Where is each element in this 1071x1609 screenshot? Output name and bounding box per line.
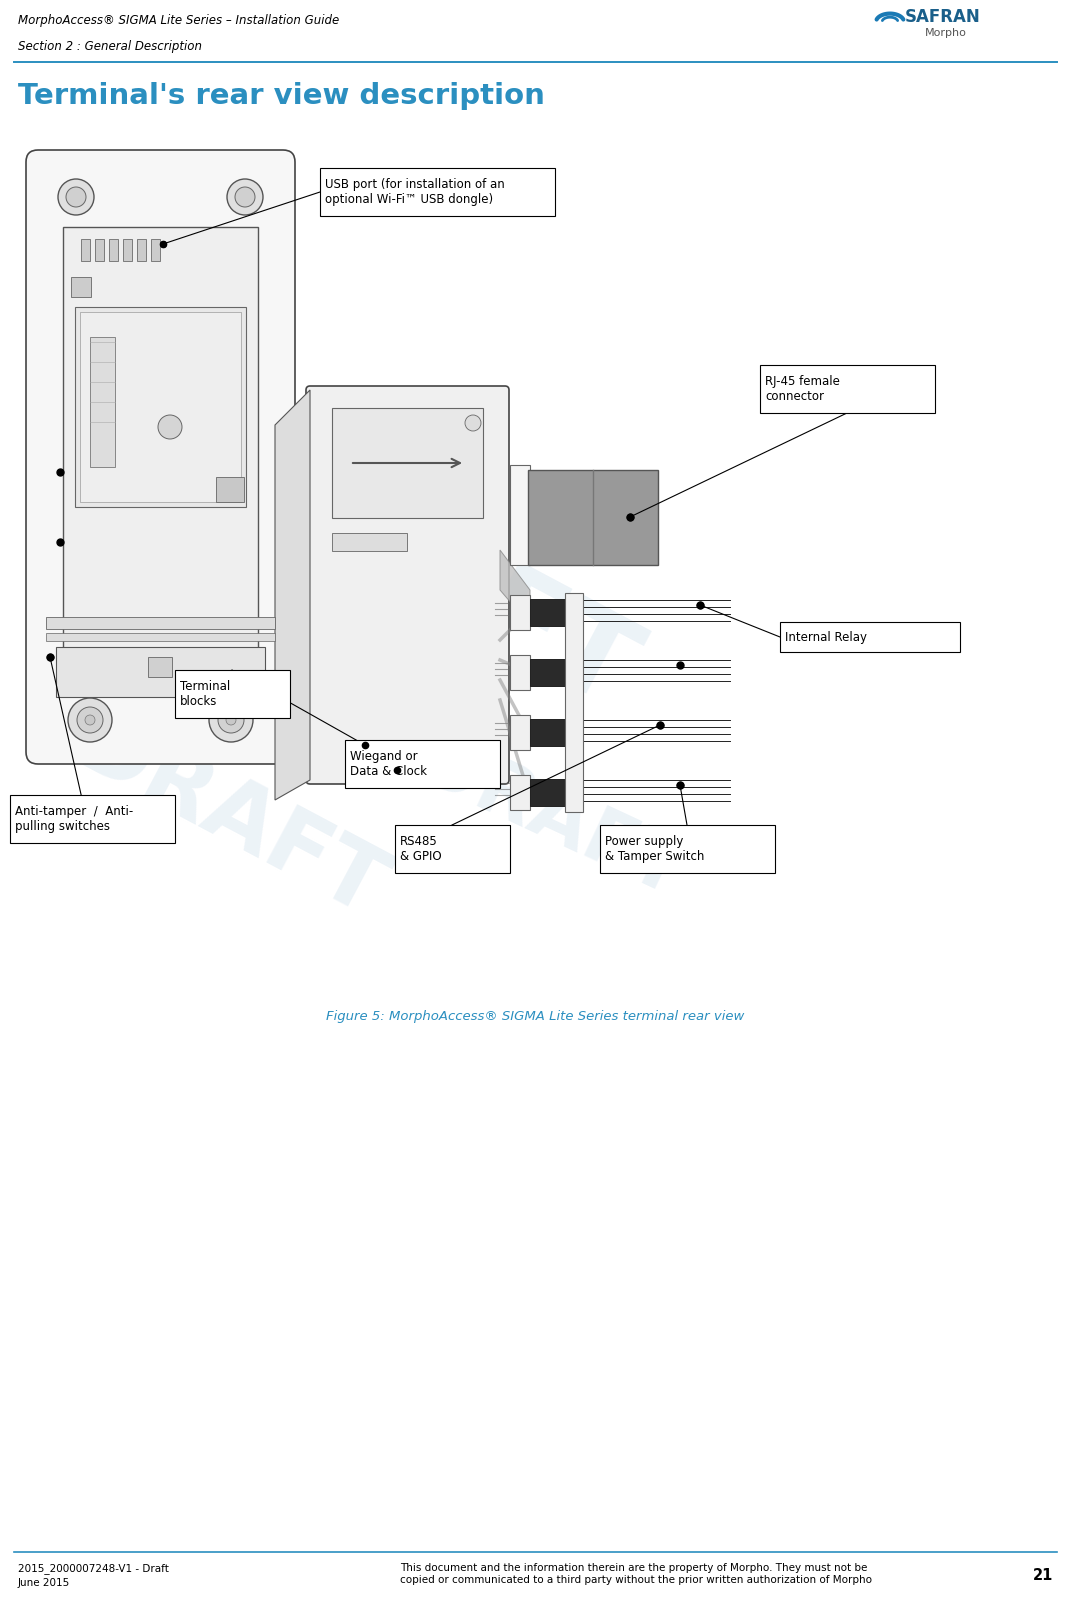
Bar (600, 825, 775, 874)
Text: Terminal's rear view description: Terminal's rear view description (18, 82, 545, 109)
Circle shape (218, 706, 244, 734)
Bar (332, 533, 407, 550)
Bar (780, 623, 960, 652)
Circle shape (465, 415, 481, 431)
Bar (175, 669, 290, 718)
Bar (510, 595, 530, 631)
Bar (109, 240, 118, 261)
Circle shape (67, 698, 112, 742)
Text: DRAFT: DRAFT (405, 726, 695, 914)
Circle shape (85, 714, 95, 726)
Bar (71, 277, 91, 298)
Bar (530, 599, 570, 626)
Text: RS485
& GPIO: RS485 & GPIO (399, 835, 441, 862)
Circle shape (226, 714, 236, 726)
Bar (137, 240, 146, 261)
Text: RJ-45 female
connector: RJ-45 female connector (765, 375, 840, 402)
Bar (10, 795, 175, 843)
Text: Internal Relay: Internal Relay (785, 631, 868, 644)
Bar (80, 312, 241, 502)
Bar (216, 476, 244, 502)
FancyBboxPatch shape (306, 386, 509, 784)
Text: DRAFT: DRAFT (208, 426, 652, 734)
Text: Section 2 : General Description: Section 2 : General Description (18, 40, 202, 53)
Bar (56, 647, 265, 697)
Bar (760, 365, 935, 414)
Bar (320, 167, 555, 216)
Bar (46, 616, 275, 629)
Bar (148, 656, 172, 677)
Circle shape (235, 187, 255, 208)
FancyBboxPatch shape (26, 150, 295, 764)
Bar (81, 240, 90, 261)
Bar (510, 776, 530, 809)
Text: Anti-tamper  /  Anti-
pulling switches: Anti-tamper / Anti- pulling switches (15, 804, 133, 833)
Bar (75, 307, 246, 507)
Text: Figure 5: MorphoAccess® SIGMA Lite Series terminal rear view: Figure 5: MorphoAccess® SIGMA Lite Serie… (326, 1010, 744, 1023)
Text: Power supply
& Tamper Switch: Power supply & Tamper Switch (605, 835, 705, 862)
Bar (46, 632, 275, 640)
Bar (510, 714, 530, 750)
Bar (123, 240, 132, 261)
Bar (332, 409, 483, 518)
Circle shape (227, 179, 263, 216)
Bar (151, 240, 160, 261)
Text: 2015_2000007248-V1 - Draft: 2015_2000007248-V1 - Draft (18, 1562, 169, 1574)
Text: Wiegand or
Data & Clock: Wiegand or Data & Clock (350, 750, 427, 779)
Bar (530, 660, 570, 685)
Bar (90, 336, 115, 467)
Bar (530, 719, 570, 747)
Bar (395, 825, 510, 874)
Bar (528, 470, 658, 565)
Bar (530, 779, 570, 806)
Text: SAFRAN: SAFRAN (905, 8, 981, 26)
Text: USB port (for installation of an
optional Wi-Fi™ USB dongle): USB port (for installation of an optiona… (325, 179, 504, 206)
Text: DRAFT: DRAFT (60, 702, 399, 938)
Text: Terminal
blocks: Terminal blocks (180, 681, 230, 708)
Text: Morpho: Morpho (925, 27, 967, 39)
Circle shape (58, 179, 94, 216)
Bar (63, 227, 258, 668)
Text: June 2015: June 2015 (18, 1578, 71, 1588)
Text: 21: 21 (1032, 1569, 1053, 1583)
Polygon shape (275, 389, 310, 800)
Circle shape (77, 706, 103, 734)
Polygon shape (500, 550, 530, 624)
Bar (510, 655, 530, 690)
Bar (95, 240, 104, 261)
Bar (345, 740, 500, 788)
Bar (565, 594, 583, 813)
Text: This document and the information therein are the property of Morpho. They must : This document and the information therei… (399, 1562, 872, 1585)
Circle shape (209, 698, 253, 742)
Bar (510, 465, 530, 565)
Circle shape (159, 415, 182, 439)
Circle shape (66, 187, 86, 208)
Text: MorphoAccess® SIGMA Lite Series – Installation Guide: MorphoAccess® SIGMA Lite Series – Instal… (18, 14, 340, 27)
